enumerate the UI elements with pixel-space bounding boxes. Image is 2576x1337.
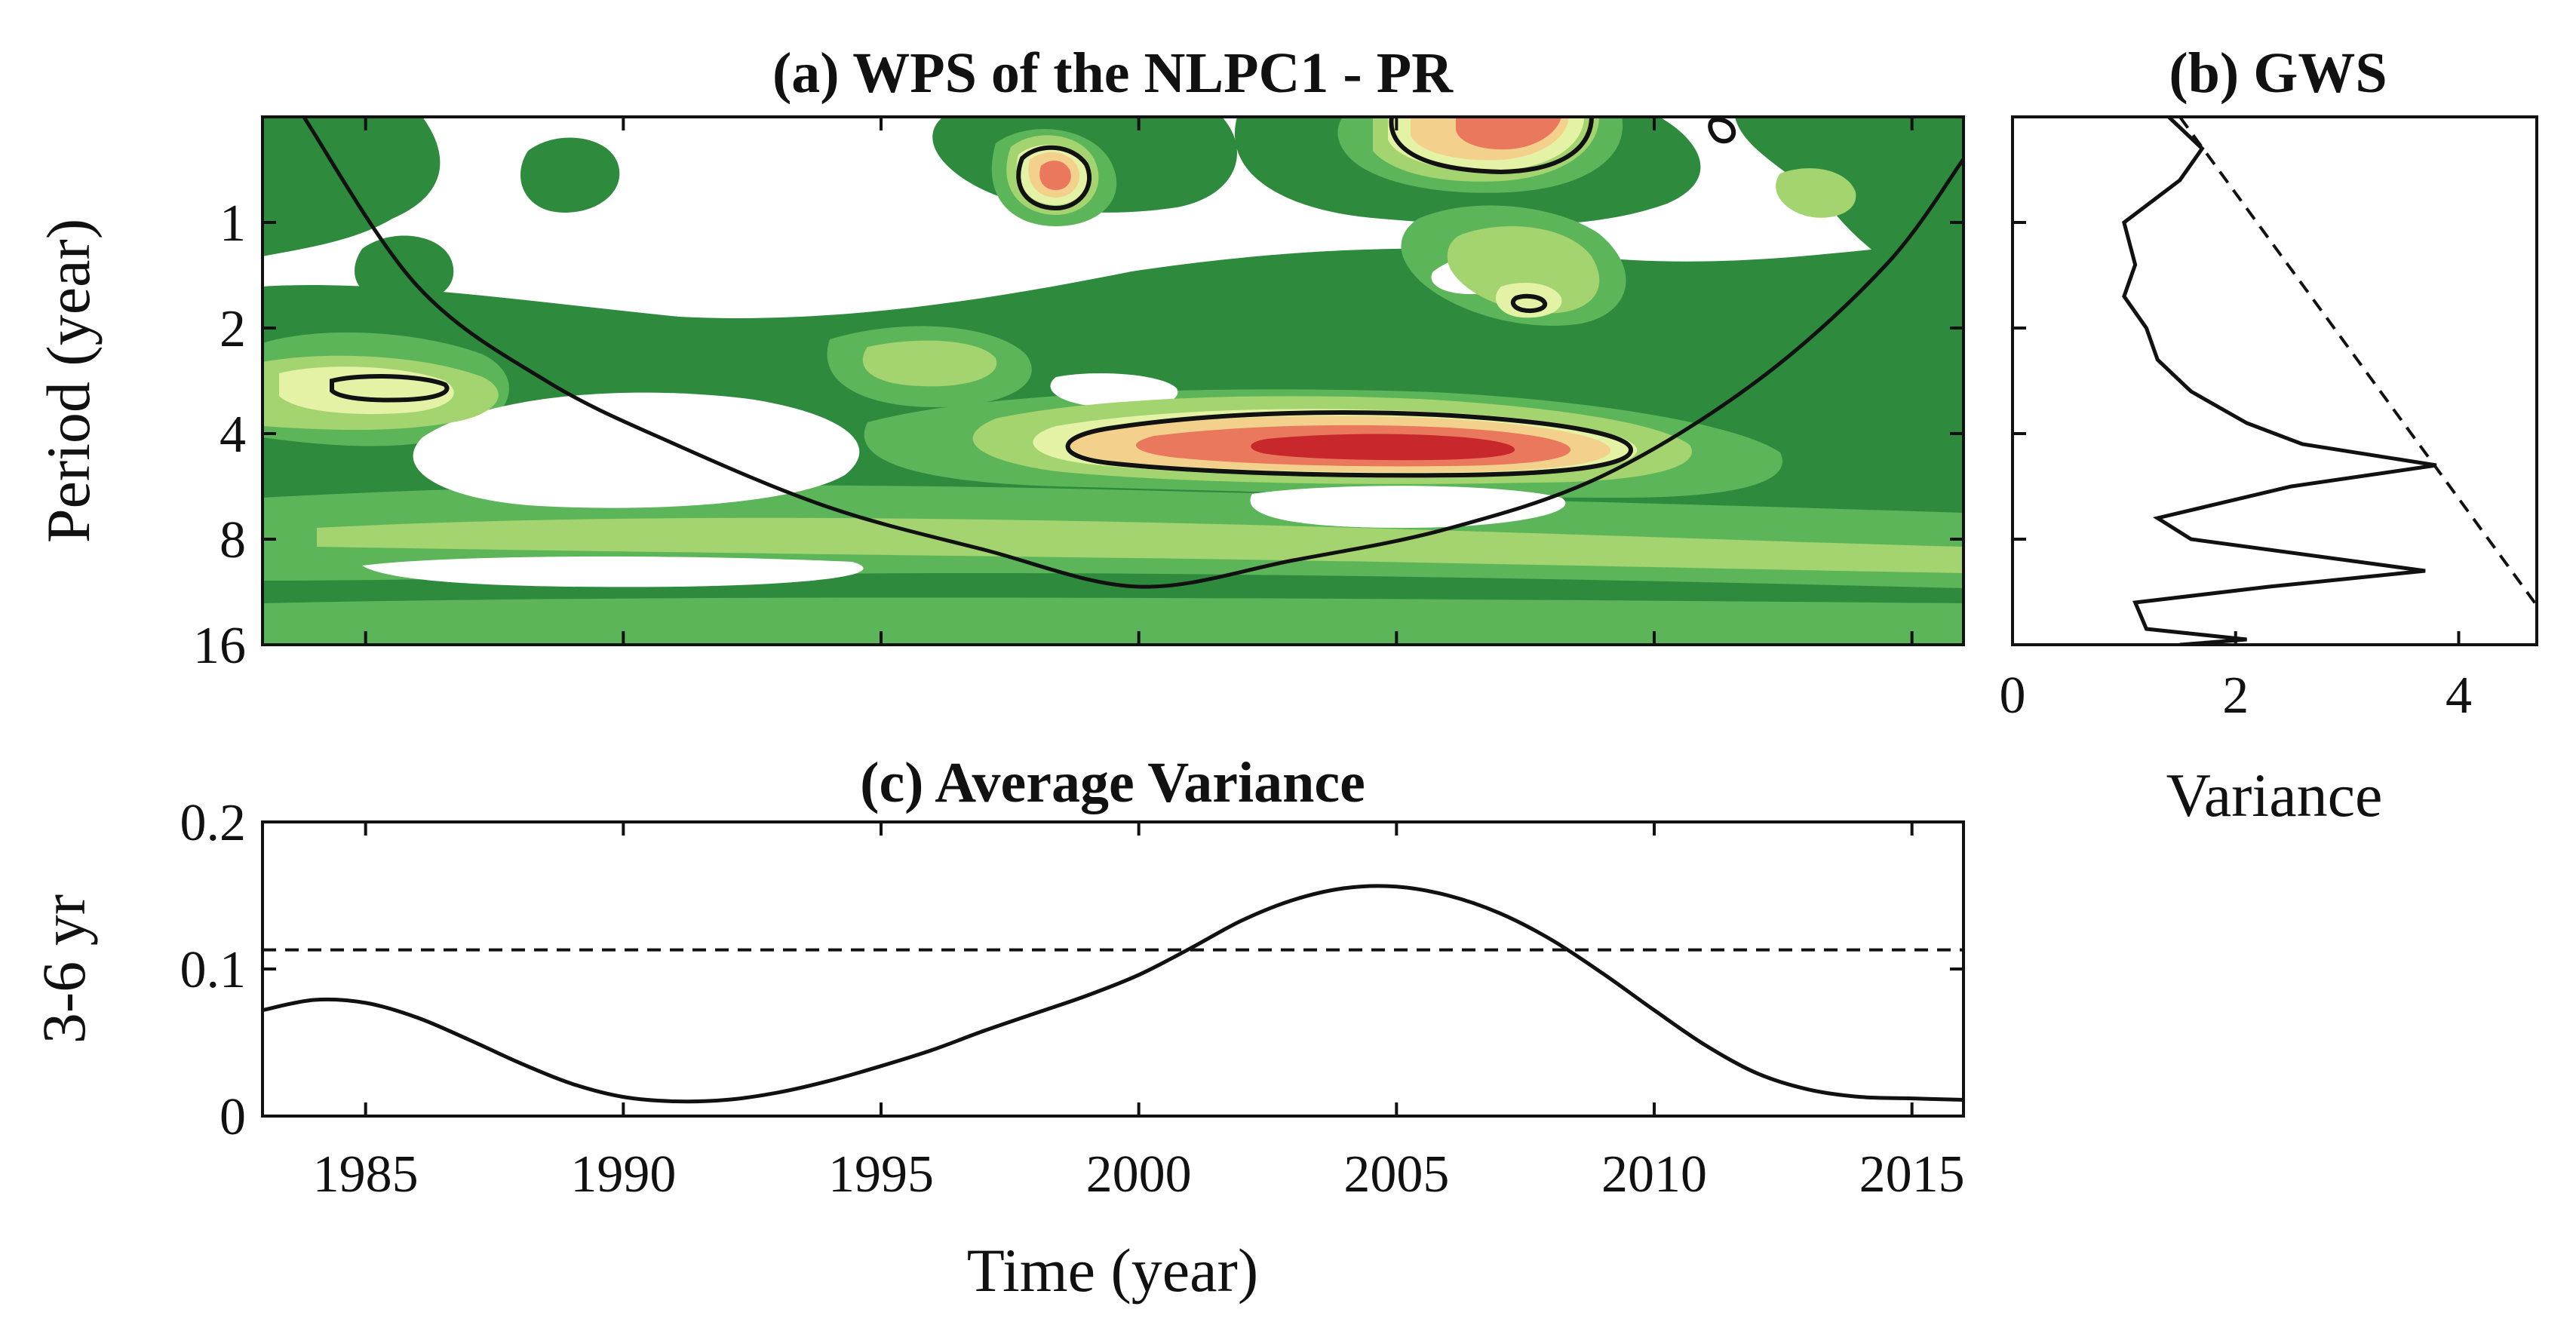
panel-a: (a) WPS of the NLPC1 - PR Period (year) — [34, 41, 1965, 675]
power-level-3-region-small — [862, 340, 997, 387]
panel-c-xtick-label: 2000 — [1086, 1145, 1192, 1204]
low-power-region-4 — [362, 557, 864, 587]
panel-b-xlabel: Variance — [2166, 761, 2383, 829]
panel-c-title: (c) Average Variance — [860, 751, 1365, 814]
panel-a-frame — [261, 115, 1965, 646]
panel-c: (c) Average Variance 3-6 yr 0 0.1 0.2 1985… — [29, 751, 1965, 1305]
panel-b: (b) GWS 0 2 4 Variance — [2000, 41, 2538, 829]
low-power-region-2 — [1050, 373, 1178, 409]
panel-c-ylabel: 3-6 yr — [29, 894, 98, 1044]
power-level-3-region-long — [317, 517, 1963, 573]
panel-a-title: (a) WPS of the NLPC1 - PR — [772, 41, 1454, 105]
significance-contour-tiny — [1708, 117, 1736, 144]
panel-b-y-ticks — [2013, 221, 2026, 646]
global-wavelet-spectrum-line — [2122, 117, 2437, 645]
panel-b-frame — [2011, 115, 2538, 646]
cone-of-influence — [302, 117, 1963, 589]
significance-contour-left — [330, 374, 450, 403]
panel-c-x-axis: 1985 1990 1995 2000 2005 2010 2015 — [313, 822, 1965, 1204]
panel-c-xtick-label: 2015 — [1859, 1145, 1965, 1204]
power-level-1-region-top — [263, 117, 441, 256]
panel-a-ytick-label: 8 — [220, 511, 246, 569]
power-level-3-region-right-top — [1776, 168, 1856, 218]
power-level-6-region-peak — [1039, 160, 1071, 190]
panel-c-frame — [261, 820, 1965, 1118]
panel-a-ytick-label: 4 — [220, 406, 246, 464]
panel-c-ytick-label: 0.2 — [180, 794, 247, 852]
panel-b-title: (b) GWS — [2169, 41, 2387, 105]
panel-a-x-ticks — [364, 117, 1914, 645]
panel-c-xtick-label: 1995 — [828, 1145, 934, 1204]
panel-b-x-axis: 0 2 4 — [2000, 631, 2472, 725]
wavelet-power-contours — [263, 117, 1963, 645]
low-power-region-1 — [413, 392, 860, 508]
panel-c-xtick-label: 1985 — [313, 1145, 419, 1204]
significance-contour-peak — [1016, 145, 1092, 211]
panel-b-xtick-label: 2 — [2222, 667, 2249, 725]
gws-significance-line — [2178, 117, 2537, 609]
panel-c-xtick-label: 2010 — [1601, 1145, 1707, 1204]
panel-c-xlabel: Time (year) — [967, 1236, 1258, 1305]
panel-a-ytick-label: 1 — [220, 195, 246, 253]
panel-c-y-axis: 0 0.1 0.2 — [180, 794, 1963, 1146]
panel-a-ytick-label: 16 — [193, 617, 246, 675]
panel-a-y-axis: 1 2 4 8 16 — [193, 195, 1963, 675]
panel-c-xtick-label: 1990 — [570, 1145, 676, 1204]
power-level-7-region-core — [1251, 434, 1515, 461]
panel-c-ytick-label: 0 — [220, 1088, 246, 1146]
power-level-3-region-upper-right — [1447, 226, 1600, 314]
panel-c-ytick-label: 0.1 — [180, 941, 247, 999]
panel-a-ylabel: Period (year) — [34, 219, 103, 543]
significance-contour-top — [1389, 117, 1594, 175]
power-level-6-region-top — [1456, 117, 1561, 150]
panel-b-xtick-label: 4 — [2446, 667, 2472, 725]
significance-contour-small — [1510, 293, 1548, 313]
significance-contour-main — [1065, 410, 1633, 478]
panel-b-xtick-label: 0 — [2000, 667, 2026, 725]
power-level-2-region-bottom — [263, 597, 1963, 645]
panel-a-ytick-label: 2 — [220, 300, 246, 358]
power-level-4-region-right — [1495, 283, 1562, 318]
power-level-1-region-small-left — [520, 137, 620, 213]
average-variance-line — [263, 884, 1963, 1104]
panel-c-xtick-label: 2005 — [1343, 1145, 1449, 1204]
